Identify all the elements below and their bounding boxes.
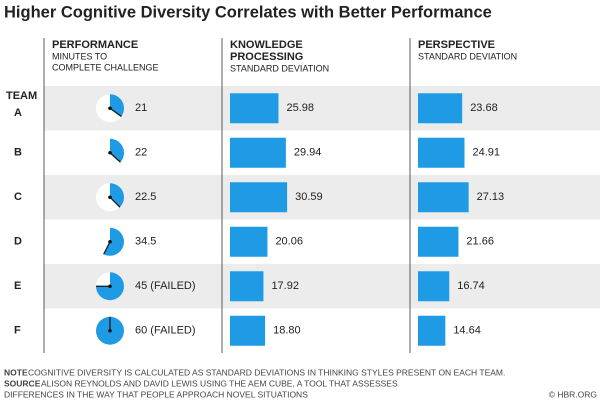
clock-center <box>108 106 112 111</box>
value-label: 22.5 <box>135 191 156 203</box>
bar <box>418 182 469 213</box>
clock-wedge <box>110 94 125 117</box>
bar <box>230 271 264 302</box>
team-label: E <box>14 280 21 292</box>
column-subheader: STANDARD DEVIATION <box>418 51 517 61</box>
clock-wedge <box>110 138 125 163</box>
team-label: C <box>14 191 22 203</box>
clock-wedge <box>110 183 125 208</box>
column-subheader: MINUTES TO <box>52 51 107 61</box>
column-header: PERFORMANCE <box>52 39 138 51</box>
value-label: 27.13 <box>477 191 505 203</box>
bar <box>230 315 266 346</box>
value-label: 17.92 <box>271 280 299 292</box>
clock-hand <box>109 196 121 208</box>
clock-center <box>108 284 112 289</box>
row-header: TEAM <box>6 90 37 102</box>
clock-center <box>108 328 112 333</box>
source-line: DIFFERENCES IN THE WAY THAT PEOPLE APPRO… <box>4 389 308 399</box>
clock-center <box>108 239 112 244</box>
value-label: 24.91 <box>472 147 500 159</box>
value-label: 25.98 <box>286 102 314 114</box>
bar <box>230 137 286 168</box>
note: COGNITIVE DIVERSITY IS CALCULATED AS STA… <box>28 367 505 377</box>
value-label: 23.68 <box>470 102 498 114</box>
clock-center <box>108 195 112 200</box>
value-label: 16.74 <box>457 280 485 292</box>
bar <box>418 226 459 257</box>
value-label: 18.80 <box>273 325 301 337</box>
clock-hand <box>103 241 111 255</box>
value-label: 22 <box>135 147 147 159</box>
value-label: 45 (FAILED) <box>135 280 196 292</box>
value-label: 21.66 <box>466 236 494 248</box>
column-subheader: STANDARD DEVIATION <box>230 63 329 73</box>
column-subheader: COMPLETE CHALLENGE <box>52 62 159 72</box>
team-label: F <box>14 325 21 337</box>
value-label: 20.06 <box>275 236 303 248</box>
row-band <box>44 264 600 309</box>
value-label: 29.94 <box>294 147 322 159</box>
clock-hand <box>109 107 122 117</box>
note-label: NOTE <box>4 367 28 377</box>
team-label: B <box>14 147 22 159</box>
row-band <box>44 86 600 131</box>
column-header: PERSPECTIVE <box>418 39 495 51</box>
clock-center <box>108 150 112 155</box>
bar <box>418 271 450 302</box>
credit: © HBR.ORG <box>549 389 597 399</box>
bar <box>230 93 279 124</box>
value-label: 34.5 <box>135 236 156 248</box>
source-label: SOURCE <box>4 378 41 388</box>
column-header: KNOWLEDGE <box>230 39 303 51</box>
column-header: PROCESSING <box>230 51 303 63</box>
chart-title: Higher Cognitive Diversity Correlates wi… <box>4 3 492 21</box>
value-label: 30.59 <box>295 191 323 203</box>
bar <box>418 315 446 346</box>
bar <box>418 137 465 168</box>
team-label: A <box>14 107 22 119</box>
bar <box>230 226 268 257</box>
clock-wedge <box>103 227 125 256</box>
row-band <box>44 175 600 220</box>
clock-hand <box>109 152 121 163</box>
value-label: 60 (FAILED) <box>135 325 196 337</box>
bar <box>230 182 288 213</box>
source-line: ALISON REYNOLDS AND DAVID LEWIS USING TH… <box>41 378 398 388</box>
value-label: 14.64 <box>453 325 481 337</box>
value-label: 21 <box>135 102 147 114</box>
team-label: D <box>14 236 22 248</box>
bar <box>418 93 463 124</box>
